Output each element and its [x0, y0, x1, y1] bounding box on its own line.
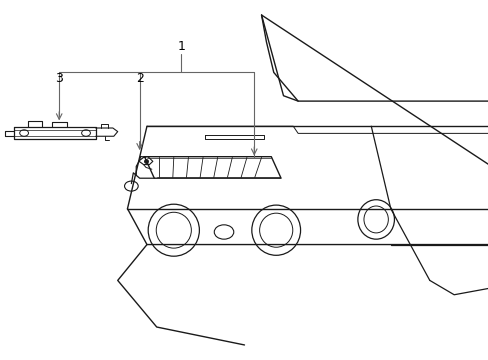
Text: 1: 1: [177, 40, 184, 53]
Text: 3: 3: [55, 72, 63, 85]
Text: 2: 2: [136, 72, 143, 85]
